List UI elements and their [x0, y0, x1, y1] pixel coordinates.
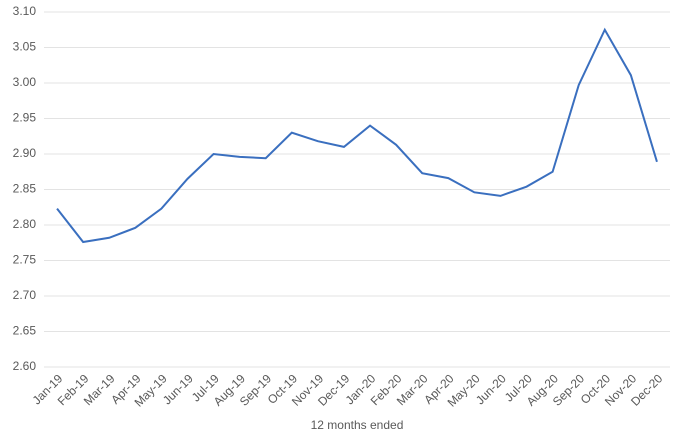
- y-tick-label: 2.90: [13, 146, 37, 160]
- line: [56, 27, 658, 244]
- y-tick-label: 2.70: [13, 288, 37, 302]
- y-tick-label: 3.10: [13, 4, 37, 18]
- y-tick-label: 2.65: [13, 324, 37, 338]
- y-tick-label: 2.95: [13, 111, 37, 125]
- y-tick-label: 2.80: [13, 217, 37, 231]
- y-tick-label: 2.85: [13, 182, 37, 196]
- y-tick-label: 2.75: [13, 253, 37, 267]
- y-tick-label: 3.00: [13, 75, 37, 89]
- y-tick-label: 3.05: [13, 40, 37, 54]
- x-tick-label: Jun-19: [160, 371, 196, 407]
- y-tick-label: 2.60: [13, 359, 37, 373]
- x-tick-label: Jun-20: [473, 371, 509, 407]
- x-axis-label: 12 months ended: [311, 418, 404, 432]
